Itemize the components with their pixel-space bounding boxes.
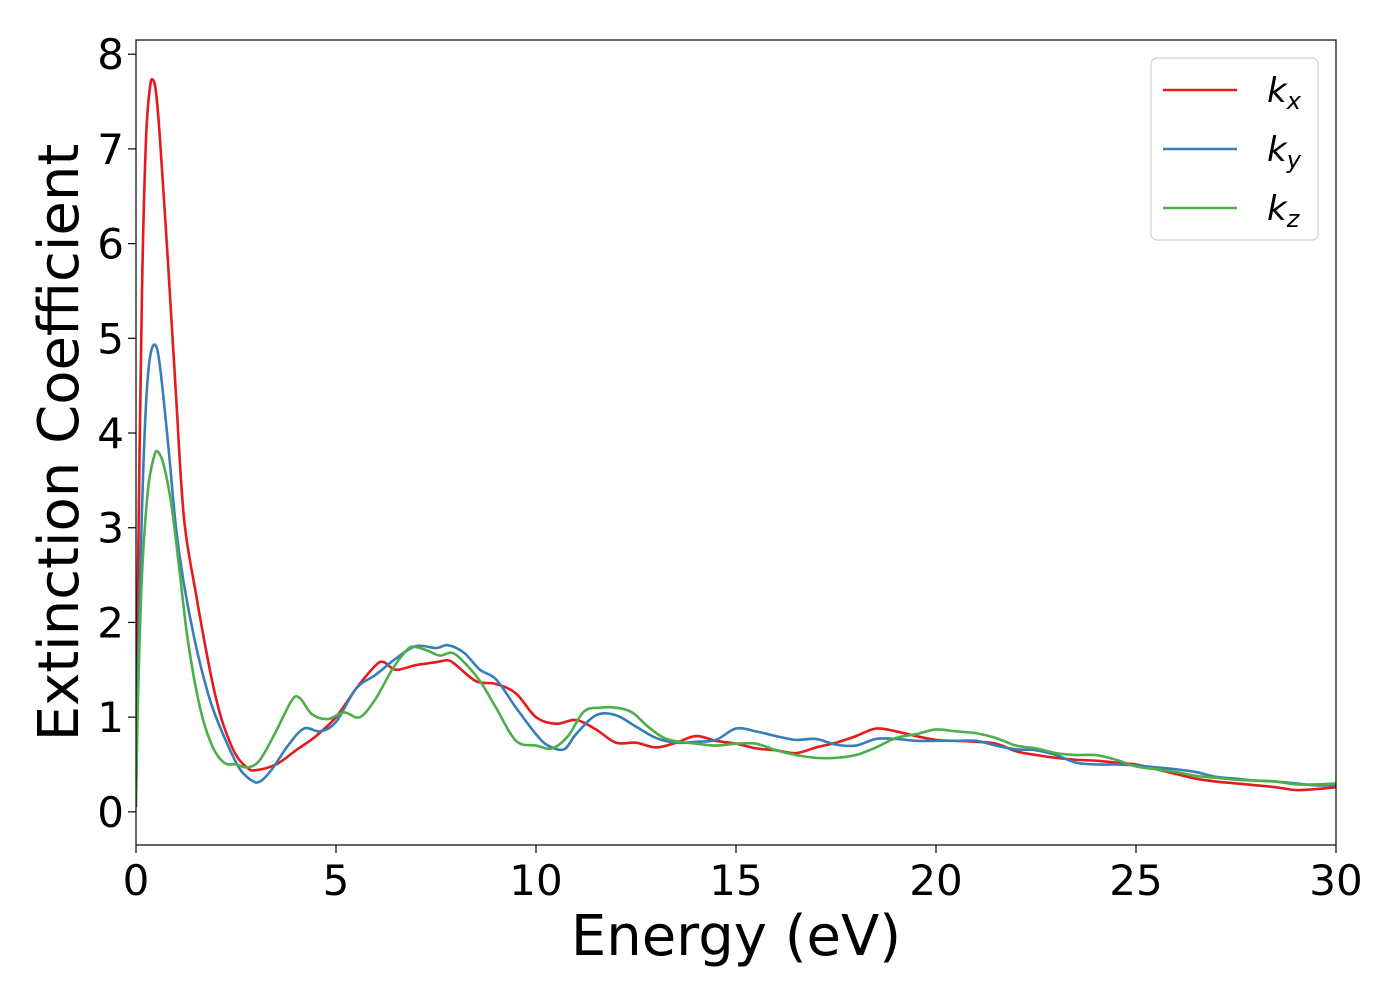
y-tick-label: 8 (97, 30, 124, 79)
series-line-x (136, 77, 1336, 792)
x-tick-label: 0 (123, 856, 150, 905)
y-tick-label: 4 (97, 409, 124, 458)
legend: kx ky kz (1150, 57, 1319, 241)
x-tick-label: 10 (509, 856, 562, 905)
x-axis: 0 5 10 15 20 25 30 (123, 845, 1363, 905)
legend-label-z: kz (1267, 189, 1301, 233)
y-axis: 0 1 2 3 4 5 6 7 8 (97, 30, 136, 837)
x-tick-label: 25 (1109, 856, 1162, 905)
x-axis-title: Energy (eV) (571, 904, 901, 969)
series-line-z (136, 449, 1336, 803)
x-tick-label: 30 (1309, 856, 1362, 905)
x-tick-label: 20 (909, 856, 962, 905)
series-line-y (136, 343, 1336, 808)
legend-label-x: kx (1267, 71, 1302, 115)
series-layer (136, 77, 1336, 808)
y-tick-label: 6 (97, 220, 124, 269)
legend-label-y: ky (1267, 130, 1302, 174)
y-tick-label: 0 (97, 788, 124, 837)
y-tick-label: 5 (97, 314, 124, 363)
x-tick-label: 5 (323, 856, 350, 905)
x-tick-label: 15 (709, 856, 762, 905)
y-tick-label: 2 (97, 598, 124, 647)
y-tick-label: 1 (97, 693, 124, 742)
y-tick-label: 3 (97, 504, 124, 553)
y-axis-title: Extinction Coefficient (27, 144, 92, 742)
y-tick-label: 7 (97, 125, 124, 174)
